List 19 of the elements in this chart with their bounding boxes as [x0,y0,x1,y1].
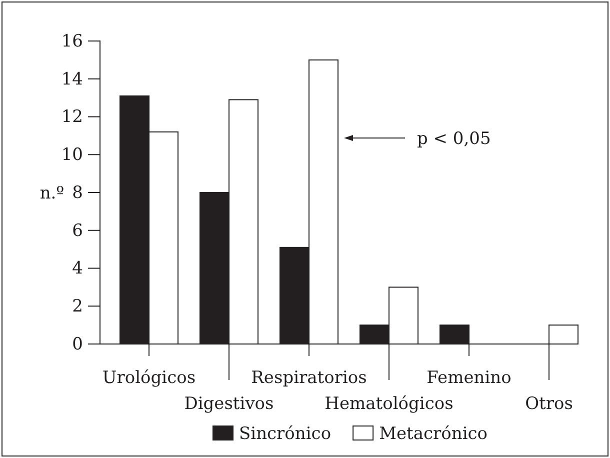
y-tick-label: 8 [72,182,83,203]
y-tick-label: 10 [61,145,83,166]
y-tick-label: 14 [61,69,83,90]
legend-label: Sincrónico [239,424,332,444]
x-tick-label: Otros [525,394,573,414]
x-tick-label: Urológicos [102,368,196,388]
y-tick-label: 0 [72,334,83,354]
x-tick-label: Respiratorios [251,368,367,388]
legend-label: Metacrónico [379,424,488,444]
y-tick-label: 6 [72,220,83,241]
annotation: p < 0,05 [417,129,491,149]
y-tick-label: 16 [61,31,83,52]
x-tick-label: Hematológicos [324,394,454,414]
y-axis-title: n.º [40,184,64,204]
y-tick-label: 4 [72,258,83,279]
x-tick-label: Digestivos [184,394,274,414]
x-tick-label: Femenino [426,368,512,388]
y-tick-label: 12 [61,107,83,128]
y-tick-label: 2 [72,296,83,317]
